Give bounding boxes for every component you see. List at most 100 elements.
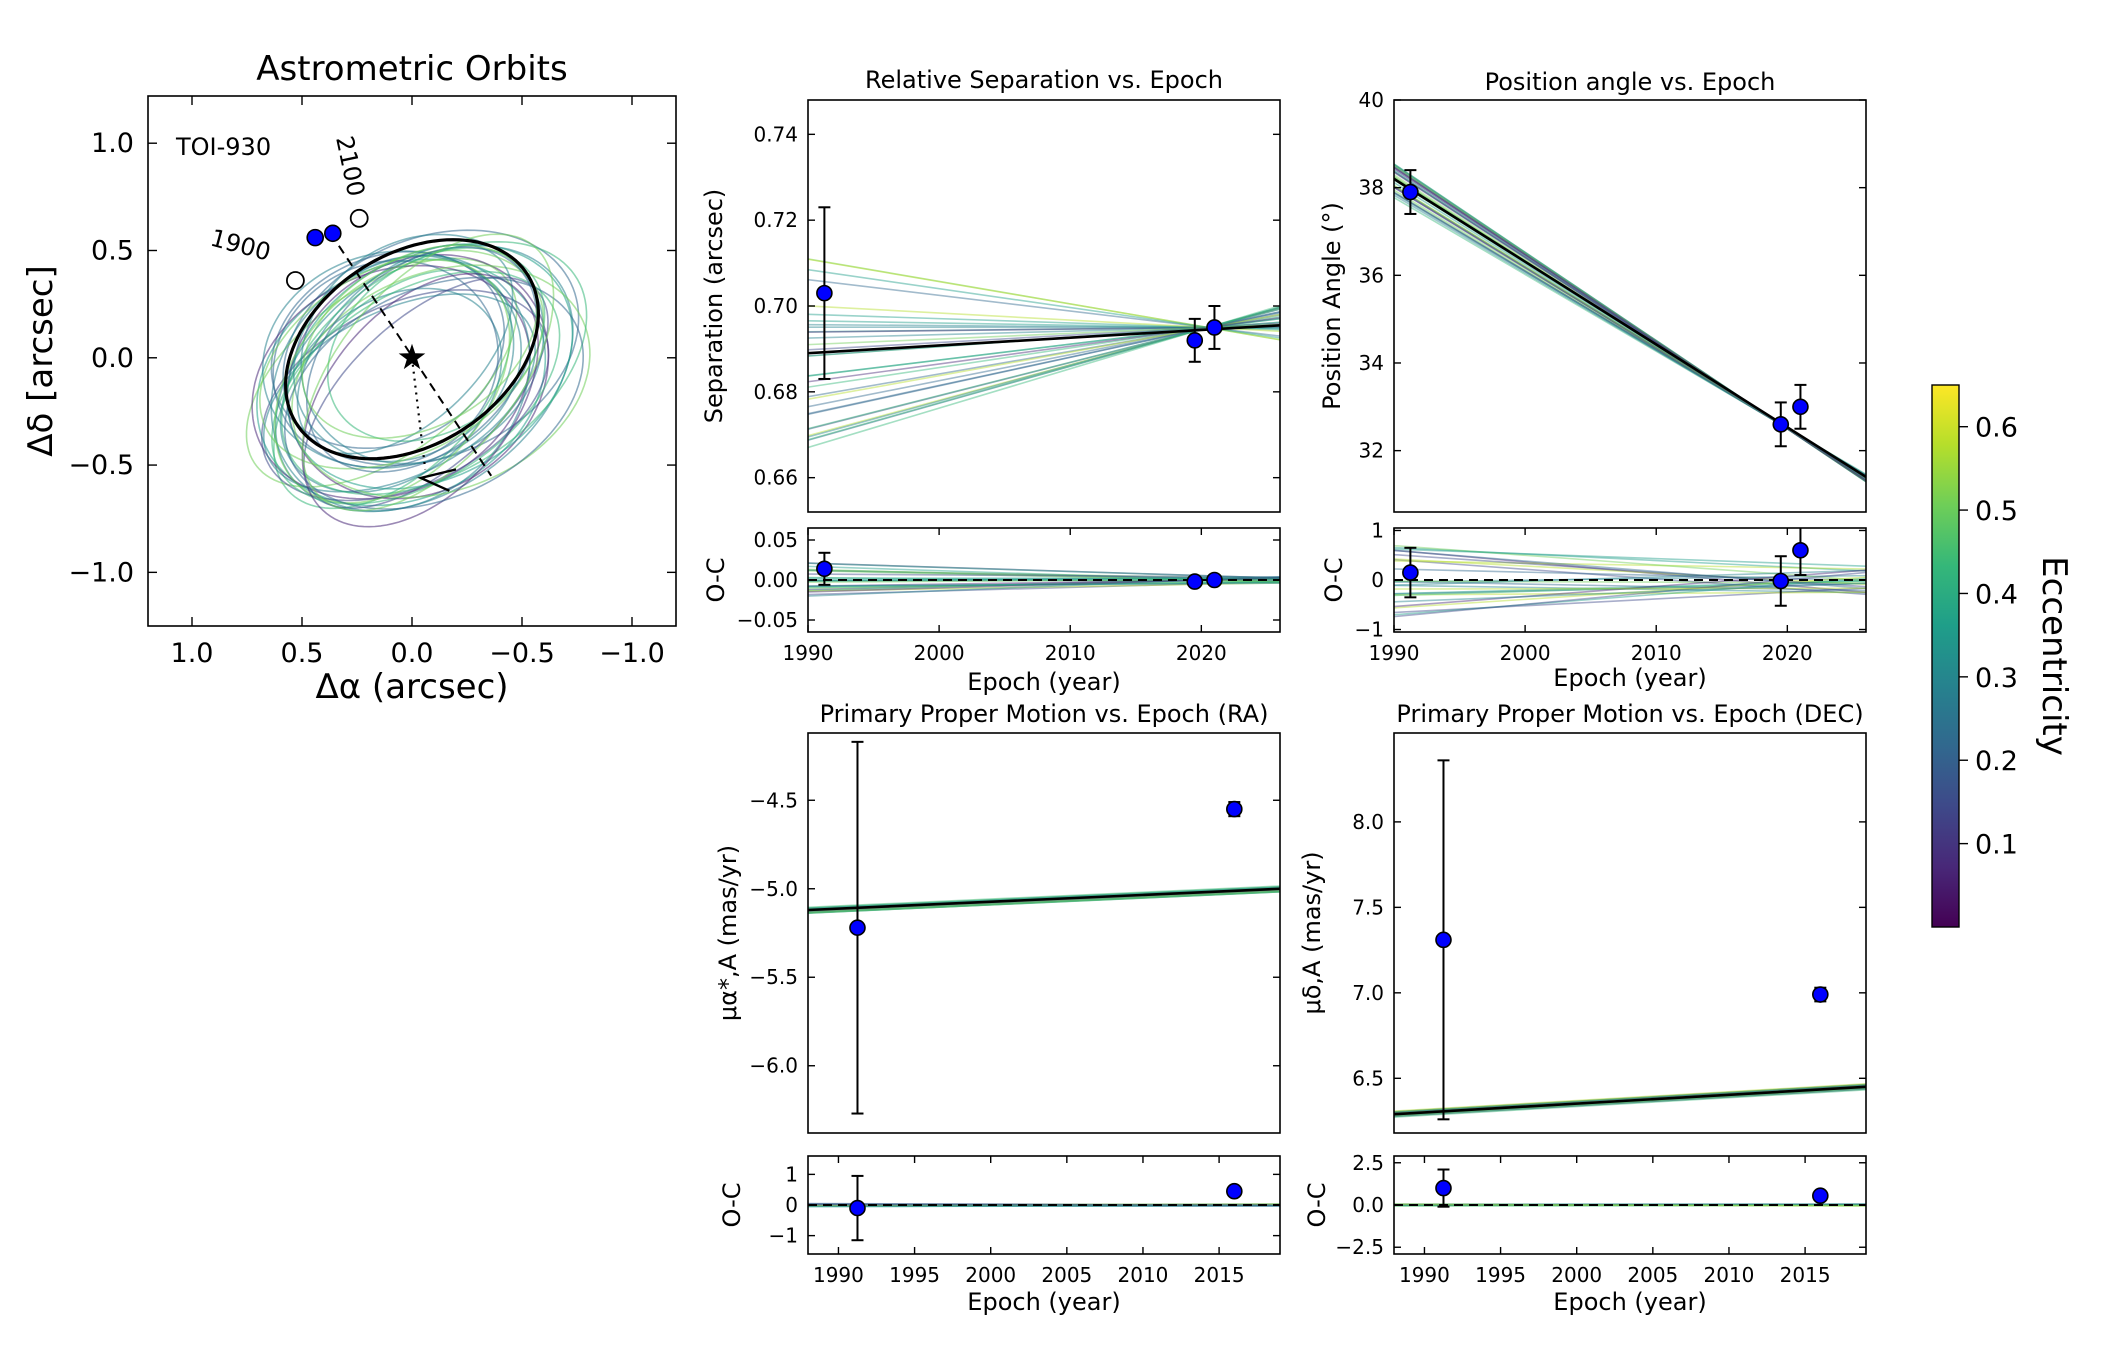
sample-line <box>1394 548 1866 568</box>
x-tick-label: 2015 <box>1780 1263 1831 1287</box>
sample-line <box>1394 1088 1866 1118</box>
sample-line <box>1394 1087 1866 1117</box>
orbit-ylabel: Δδ [arcsec] <box>21 265 61 456</box>
epoch-marker <box>285 271 305 290</box>
data-point <box>849 919 866 936</box>
orbit-sample-curve <box>283 276 585 510</box>
sample-line <box>808 562 1280 579</box>
y-tick-label: 32 <box>1359 439 1384 463</box>
best-fit-orbit <box>283 238 541 461</box>
x-tick-label: 2000 <box>914 641 965 665</box>
y-tick-label: −5.0 <box>749 877 798 901</box>
line-of-nodes <box>329 232 493 477</box>
direction-arrow <box>417 468 457 492</box>
observed-point <box>306 228 325 247</box>
y-tick-label: 0.68 <box>753 380 798 404</box>
y-tick-label: 7.0 <box>1352 981 1384 1005</box>
sample-line <box>1394 587 1866 590</box>
pm-dec-residual-sample-lines <box>1394 1203 1866 1207</box>
sample-line <box>1394 1083 1866 1113</box>
separation-marks <box>808 206 1280 380</box>
sample-line <box>1394 1082 1866 1112</box>
sample-line <box>808 885 1280 909</box>
y-tick-label: 0 <box>785 1193 798 1217</box>
sample-line <box>808 278 1280 337</box>
sample-line <box>1394 1083 1866 1113</box>
orbit-sample-curve <box>256 258 547 507</box>
x-tick-label: 2005 <box>1627 1263 1678 1287</box>
data-point <box>1402 564 1419 581</box>
y-tick-label: 6.5 <box>1352 1066 1384 1090</box>
position-angle-residual-xlabel: Epoch (year) <box>1553 664 1706 692</box>
data-point <box>1435 1179 1452 1197</box>
x-tick-label: 2010 <box>1704 1263 1755 1287</box>
sample-line <box>808 325 1280 333</box>
sample-line <box>808 314 1280 398</box>
pm-ra-residual-marks <box>808 1174 1280 1242</box>
data-point <box>1226 1182 1243 1200</box>
sample-line <box>1394 1083 1866 1113</box>
pm-ra-residual-panel: 1 0 −1 1990 1995 2000 2005 2010 2015 O-C Epoch (… <box>718 1155 1281 1316</box>
sample-line <box>808 891 1280 914</box>
x-tick-label: −1.0 <box>599 638 665 669</box>
sample-line <box>808 891 1280 914</box>
separation-residual-ylabel: O-C <box>702 558 730 603</box>
y-tick-label: 0.00 <box>753 568 798 592</box>
y-tick-label: −5.5 <box>749 965 798 989</box>
x-tick-label: 0.0 <box>391 638 434 669</box>
sample-line <box>808 890 1280 914</box>
colorbar-gradient <box>1931 384 1960 928</box>
x-tick-label: 2020 <box>1762 641 1813 665</box>
sample-line <box>808 315 1280 388</box>
y-tick-label: 0.72 <box>753 208 798 232</box>
pm-dec-residual-marks <box>1394 1168 1866 1208</box>
orbit-sample-curves <box>245 229 591 528</box>
colorbar-tick-label: 0.4 <box>1975 579 2018 610</box>
sample-line <box>808 323 1280 346</box>
data-point <box>1812 986 1829 1003</box>
y-tick-label: 1 <box>785 1162 798 1186</box>
position-angle-marks <box>1394 169 1866 479</box>
x-tick-label: 2000 <box>965 1263 1016 1287</box>
sample-line <box>808 890 1280 914</box>
separation-sample-lines <box>808 258 1280 449</box>
sample-line <box>1394 591 1866 596</box>
data-point <box>1206 319 1223 336</box>
x-tick-label: 2015 <box>1194 1263 1245 1287</box>
colorbar-tick-label: 0.1 <box>1975 830 2018 861</box>
sample-line <box>808 890 1280 914</box>
sample-line <box>1394 560 1866 570</box>
sample-line <box>1394 1083 1866 1113</box>
y-tick-label: 36 <box>1359 263 1384 287</box>
sample-line <box>1394 546 1866 572</box>
sample-line <box>808 316 1280 383</box>
best-fit-line <box>808 887 1280 912</box>
data-point <box>1402 183 1419 201</box>
sample-line <box>808 268 1280 339</box>
x-tick-label: 2020 <box>1176 641 1227 665</box>
y-tick-label: 0.05 <box>753 528 798 552</box>
x-tick-label: 1990 <box>1369 641 1420 665</box>
y-tick-label: −1.0 <box>68 557 134 588</box>
colorbar-tick-label: 0.2 <box>1975 746 2018 777</box>
pm-ra-residual-sample-lines <box>808 1202 1280 1208</box>
colorbar-tick-label: 0.5 <box>1975 496 2018 527</box>
epoch-label-1900: 1900 <box>207 224 273 267</box>
sample-line <box>808 258 1280 341</box>
position-angle-residual-ylabel: O-C <box>1320 558 1348 603</box>
sample-line <box>808 317 1280 377</box>
host-star-icon <box>398 343 426 370</box>
sample-line <box>808 889 1280 913</box>
data-point <box>1812 1187 1829 1205</box>
pm-ra-residual-ticks: 1 0 −1 1990 1995 2000 2005 2010 2015 <box>769 1156 1280 1287</box>
separation-ylabel: Separation (arcsec) <box>700 189 728 424</box>
pm-ra-marks <box>808 740 1280 1115</box>
best-fit-line <box>1394 1085 1866 1116</box>
pm-dec-residual-xlabel: Epoch (year) <box>1553 1288 1706 1316</box>
pm-ra-title: Primary Proper Motion vs. Epoch (RA) <box>820 700 1269 728</box>
epoch-marker <box>349 208 369 228</box>
x-tick-label: 2005 <box>1041 1263 1092 1287</box>
sample-line <box>808 324 1280 339</box>
